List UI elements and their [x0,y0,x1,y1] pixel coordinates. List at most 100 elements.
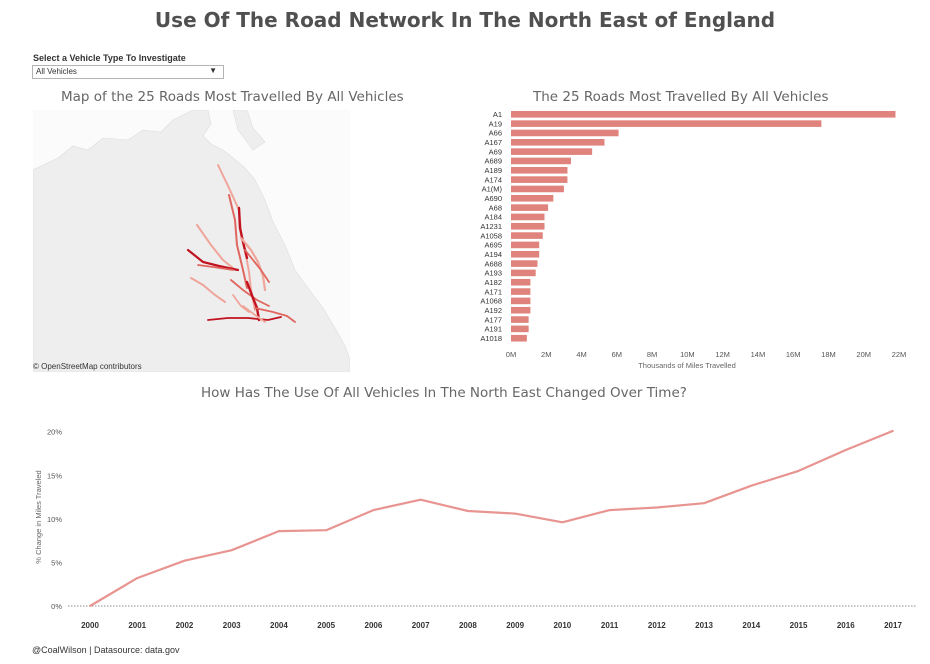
line-chart: 0% 5% 10% 15% 20% % Change in Miles Traveled 2… [34,428,917,630]
bar [511,297,531,305]
major-roads [186,164,296,323]
bar [511,241,540,249]
road-line [244,249,270,283]
data-point [278,530,280,532]
bar-category-label: A689 [484,157,502,166]
data-point [655,506,658,509]
bar-category-label: A688 [484,259,502,268]
x-tick-label: 0M [506,350,516,359]
x-tick-label: 2001 [128,621,146,630]
bar [511,306,531,314]
data-point [230,549,233,552]
bar-category-label: A69 [489,147,502,156]
x-tick-label: 18M [821,350,836,359]
chevron-down-icon[interactable]: ▼ [209,66,217,75]
bar-chart-title: The 25 Roads Most Travelled By All Vehic… [533,89,829,105]
bar-category-label: A1018 [480,334,502,343]
bar-category-label: A1068 [480,297,502,306]
bar [511,185,564,193]
data-point [703,502,705,505]
data-point [136,577,139,580]
bar [511,316,529,323]
x-tick-label: 2010 [553,621,571,630]
road-line [230,279,270,307]
bar-category-label: A19 [489,119,502,128]
y-tick-label: 15% [47,471,62,480]
bar [511,278,531,286]
bar-category-label: A167 [484,138,502,147]
x-tick-label: 2015 [790,621,808,630]
bar [511,157,571,165]
bar-category-label: A1(M) [482,185,503,194]
bar [511,213,545,221]
bar-category-label: A192 [484,306,502,315]
bar [511,288,531,295]
x-tick-label: 2000 [81,621,99,630]
x-tick-label: 20M [856,350,871,359]
road-line [239,236,267,292]
map-attribution: © OpenStreetMap contributors [33,362,142,371]
bar [511,334,527,342]
bar-category-label: A171 [484,287,502,296]
bar-category-label: A174 [484,175,502,184]
bar [511,204,549,211]
bar-category-label: A1 [493,110,502,119]
x-tick-label: 2M [541,350,551,359]
x-tick-label: 22M [892,350,907,359]
y-tick-label: 5% [51,558,62,567]
x-tick-label: 2009 [506,621,524,630]
data-point [372,509,375,512]
map-land [33,110,350,372]
data-point [419,498,422,501]
bar [511,222,545,230]
x-tick-label: 6M [612,350,622,359]
y-tick-label: 20% [47,428,62,437]
bar [511,250,540,258]
bar [511,166,568,174]
data-point [797,470,800,472]
data-point [514,512,517,515]
x-axis-title: Thousands of Miles Travelled [638,361,736,370]
x-tick-label: 2008 [459,621,477,630]
road-line [190,277,226,303]
x-tick-label: 2017 [884,621,902,630]
x-tick-label: 2005 [317,621,335,630]
bar-category-label: A695 [484,241,502,250]
x-tick-label: 2012 [648,621,666,630]
bar [511,138,605,146]
bar [511,260,538,267]
bar-category-label: A690 [484,194,502,203]
bar [511,148,593,155]
data-point [466,510,469,512]
y-axis-title: % Change in Miles Traveled [34,470,43,563]
series-line [89,429,894,607]
road-line [196,224,234,269]
road-line [228,194,248,289]
road-line [254,307,296,323]
vehicle-filter-label: Select a Vehicle Type To Investigate [33,53,186,63]
x-tick-label: 2011 [601,621,619,630]
vehicle-type-selected: All Vehicles [36,67,77,76]
bar [511,325,529,333]
x-tick-label: 2003 [223,621,241,630]
road-line [245,280,261,322]
data-point [183,559,186,562]
bar-category-label: A194 [484,250,502,259]
map-title: Map of the 25 Roads Most Travelled By Al… [61,89,404,105]
bar-category-label: A68 [489,203,502,212]
bar [511,194,554,202]
road-line [232,294,250,313]
bar [511,232,543,239]
road-map[interactable] [33,110,350,372]
data-point [89,605,91,607]
x-tick-label: 2007 [412,621,430,630]
vehicle-type-dropdown[interactable]: All Vehicles ▼ [32,65,224,79]
x-tick-label: 4M [576,350,586,359]
data-point [325,529,328,532]
data-point [844,449,847,451]
x-tick-label: 12M [715,350,730,359]
x-tick-label: 14M [751,350,766,359]
bar [511,111,896,118]
road-line [186,248,240,272]
bar [511,120,822,127]
